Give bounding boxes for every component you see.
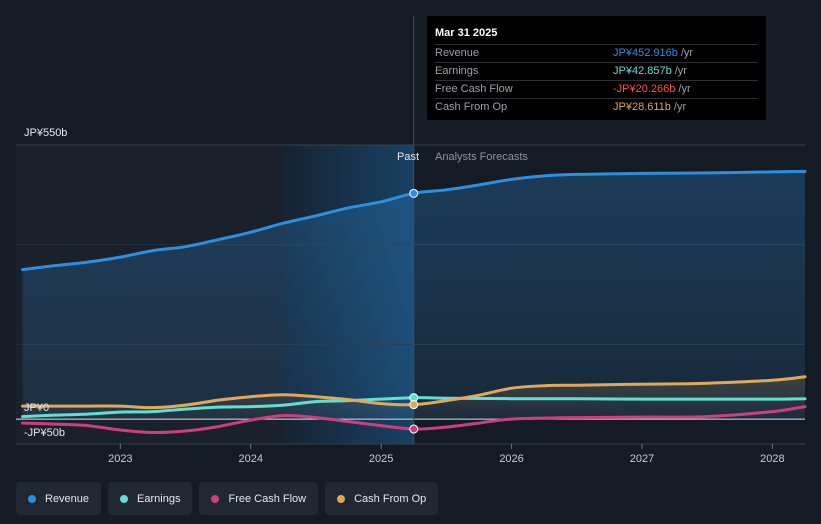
legend-label: Cash From Op [354, 492, 427, 505]
tooltip-row-cash-from-op: Cash From Op JP¥28.611b /yr [435, 98, 758, 116]
legend-label: Earnings [137, 492, 181, 505]
y-label-zero: JP¥0 [24, 402, 49, 414]
tooltip-value: JP¥42.857b [613, 65, 672, 77]
x-tick-label: 2024 [239, 453, 263, 465]
tooltip-label: Cash From Op [435, 101, 508, 113]
legend-label: Revenue [45, 492, 90, 505]
legend-label: Free Cash Flow [228, 492, 307, 505]
x-tick-label: 2025 [369, 453, 393, 465]
x-tick-label: 2026 [499, 453, 523, 465]
legend-revenue[interactable]: Revenue [16, 482, 102, 515]
tooltip-date: Mar 31 2025 [435, 27, 498, 39]
y-label-bottom: -JP¥50b [24, 427, 65, 439]
free_cash_flow-marker [409, 424, 419, 434]
earnings-line [21, 396, 807, 419]
tooltip-value: -JP¥20.266b [613, 83, 676, 95]
tooltip-unit: /yr [674, 65, 687, 77]
cash_from_op-line [21, 375, 807, 410]
tooltip: Mar 31 2025 Revenue JP¥452.916b /yr Earn… [427, 16, 766, 120]
free-cash-flow-dot-icon [211, 494, 220, 503]
tooltip-unit: /yr [673, 101, 687, 113]
highlight-markers [409, 188, 419, 434]
x-tick-label: 2028 [760, 453, 784, 465]
cash-from-op-dot-icon [337, 494, 346, 503]
revenue-marker [409, 188, 419, 198]
past-label: Past [397, 151, 419, 163]
tooltip-row-revenue: Revenue JP¥452.916b /yr [435, 44, 758, 62]
y-label-top: JP¥550b [24, 127, 67, 139]
series-lines [21, 169, 807, 435]
tooltip-value: JP¥28.611b [613, 101, 671, 113]
revenue-dot-icon [28, 494, 36, 503]
tooltip-label: Earnings [435, 65, 479, 77]
earnings-dot-icon [120, 494, 129, 503]
tooltip-unit: /yr [680, 47, 694, 59]
legend-earnings[interactable]: Earnings [108, 482, 193, 515]
tooltip-unit: /yr [678, 83, 691, 95]
legend: Revenue Earnings Free Cash Flow Cash Fro… [16, 482, 439, 515]
cash_from_op-marker [409, 400, 419, 410]
x-tick-label: 2023 [108, 453, 132, 465]
free_cash_flow-line [21, 405, 807, 435]
tooltip-row-earnings: Earnings JP¥42.857b /yr [435, 62, 758, 80]
forecast-label: Analysts Forecasts [435, 151, 528, 163]
tooltip-label: Free Cash Flow [435, 83, 513, 95]
legend-free-cash-flow[interactable]: Free Cash Flow [199, 482, 319, 515]
x-tick-label: 2027 [630, 453, 654, 465]
revenue-line [21, 169, 807, 272]
tooltip-value: JP¥452.916b [613, 47, 678, 59]
legend-cash-from-op[interactable]: Cash From Op [325, 482, 439, 515]
tooltip-label: Revenue [435, 47, 480, 59]
tooltip-row-free-cash-flow: Free Cash Flow -JP¥20.266b /yr [435, 80, 758, 98]
x-axis-ticks: 2023 2024 2025 2026 2027 2028 [108, 444, 785, 465]
